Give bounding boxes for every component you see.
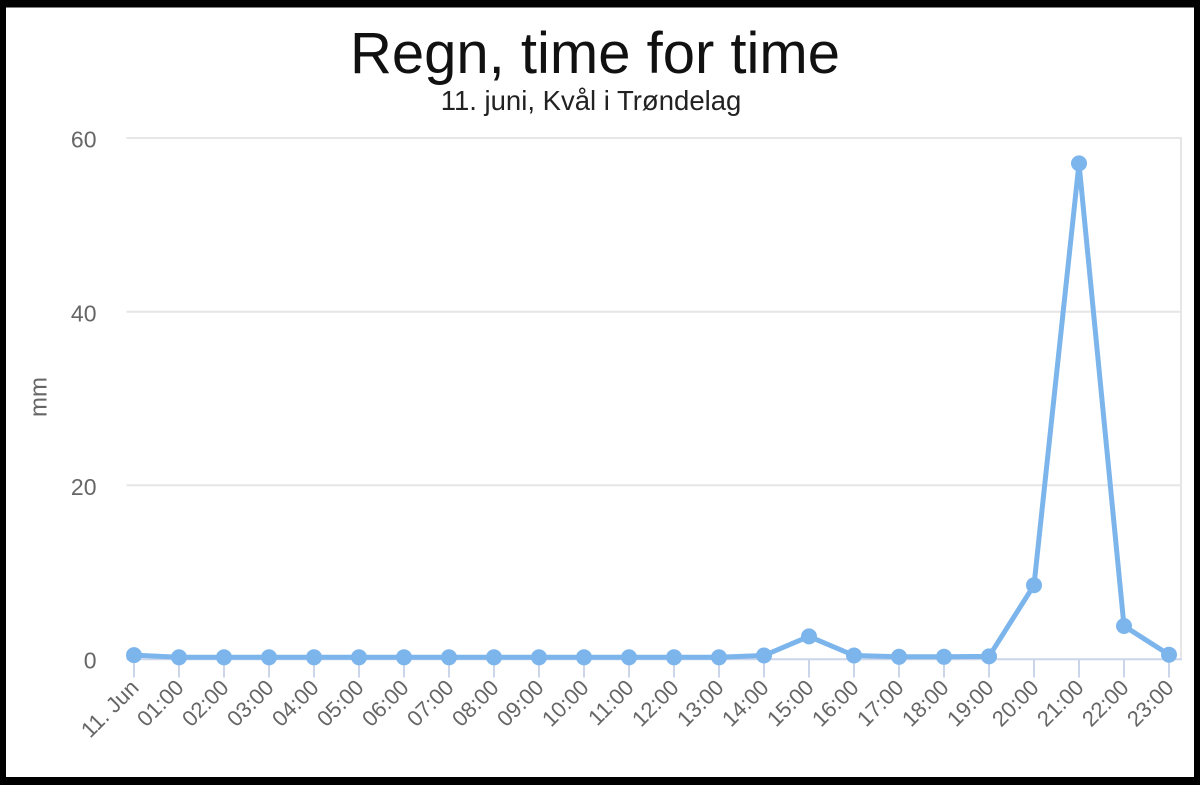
svg-text:mm: mm [26,377,53,417]
svg-text:Regn, time for time: Regn, time for time [350,21,840,86]
svg-text:11. juni, Kvål i Trøndelag: 11. juni, Kvål i Trøndelag [441,85,742,116]
svg-text:40: 40 [71,300,97,326]
svg-text:60: 60 [71,127,97,153]
svg-text:20: 20 [71,474,97,500]
svg-text:0: 0 [84,648,97,674]
